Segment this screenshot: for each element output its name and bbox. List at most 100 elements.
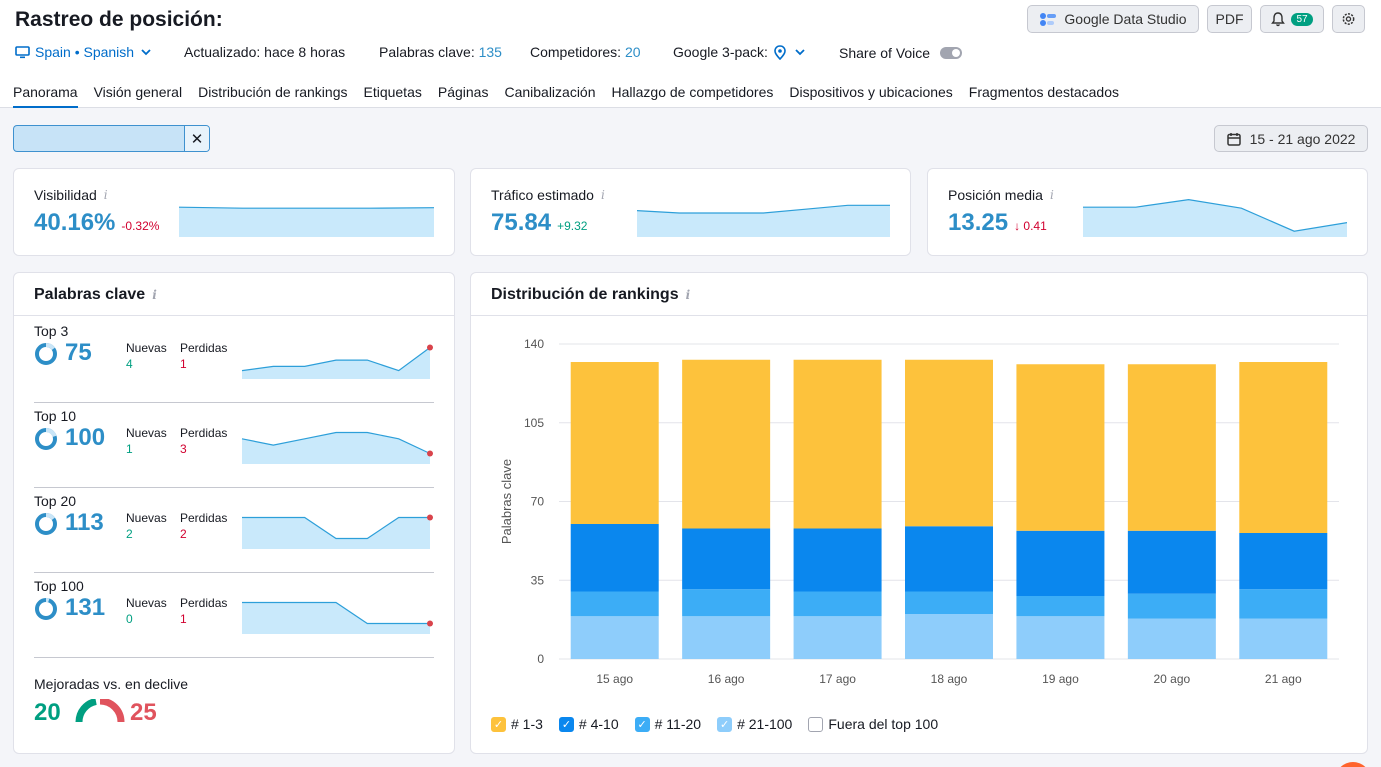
info-icon[interactable]: i — [600, 188, 605, 202]
legend-item[interactable]: ✓ # 11-20 — [634, 716, 702, 732]
info-icon[interactable]: i — [103, 188, 108, 202]
legend-item[interactable]: ✓ # 1-3 — [491, 716, 543, 732]
competitors-count[interactable]: Competidores: 20 — [530, 44, 641, 60]
keyword-group-value[interactable]: 75 — [65, 339, 92, 366]
keywords-count[interactable]: Palabras clave: 135 — [379, 44, 502, 60]
bar-segment[interactable] — [1016, 616, 1105, 659]
competitors-count-value: 20 — [624, 44, 641, 60]
kpi-label-text: Tráfico estimado — [491, 187, 594, 203]
share-of-voice-toggle[interactable]: Share of Voice — [839, 45, 963, 61]
lost-value[interactable]: 3 — [180, 442, 187, 456]
info-icon[interactable]: i — [1049, 188, 1054, 202]
top-header: Rastreo de posición: Google Data Studio … — [0, 0, 1381, 108]
bar-segment[interactable] — [570, 591, 659, 617]
close-icon[interactable]: ✕ — [184, 126, 209, 151]
kpi-visibility-card: Visibilidad i 40.16% -0.32% — [13, 168, 455, 256]
x-tick-label: 19 ago — [1042, 672, 1079, 686]
pdf-button[interactable]: PDF — [1207, 5, 1252, 33]
bar-segment[interactable] — [1239, 533, 1328, 590]
row-divider — [34, 657, 434, 658]
new-label: Nuevas — [126, 511, 167, 525]
bar-segment[interactable] — [682, 589, 771, 617]
bar-segment[interactable] — [1127, 364, 1216, 531]
checkbox-checked-icon[interactable]: ✓ — [558, 716, 574, 732]
bar-segment[interactable] — [570, 524, 659, 592]
legend-label: # 11-20 — [654, 716, 702, 732]
checkbox-checked-icon[interactable]: ✓ — [717, 716, 733, 732]
tab-0[interactable]: Panorama — [13, 84, 78, 108]
lost-label: Perdidas — [180, 341, 228, 355]
sparkline-last-point — [427, 344, 433, 351]
bar-segment[interactable] — [682, 616, 771, 659]
support-chat-button[interactable] — [1335, 762, 1371, 767]
legend-item[interactable]: ✓ # 21-100 — [717, 716, 792, 732]
bar-segment[interactable] — [1239, 362, 1328, 533]
checkbox-checked-icon[interactable]: ✓ — [634, 716, 650, 732]
tab-6[interactable]: Hallazgo de competidores — [611, 84, 774, 100]
tab-5[interactable]: Canibalización — [504, 84, 596, 100]
google-3-pack-selector[interactable]: Google 3-pack: — [673, 44, 806, 60]
keyword-sparkline — [241, 431, 433, 464]
google-data-studio-button[interactable]: Google Data Studio — [1027, 5, 1199, 33]
new-value[interactable]: 4 — [126, 357, 133, 371]
bar-segment[interactable] — [1127, 618, 1216, 660]
toggle-switch[interactable] — [940, 47, 963, 59]
sparkline-line — [637, 204, 890, 214]
sparkline-line — [242, 601, 430, 625]
bar-segment[interactable] — [1016, 364, 1105, 531]
bar-segment[interactable] — [682, 359, 771, 529]
bar-segment[interactable] — [1127, 530, 1216, 594]
keyword-group-value[interactable]: 113 — [65, 509, 104, 536]
tab-7[interactable]: Dispositivos y ubicaciones — [789, 84, 953, 100]
tab-1[interactable]: Visión general — [93, 84, 183, 100]
bar-segment[interactable] — [905, 359, 993, 527]
new-value[interactable]: 1 — [126, 442, 133, 456]
kpi-value: 13.25 ↓ 0.41 — [948, 209, 1047, 237]
legend-item[interactable]: Fuera del top 100 — [808, 716, 938, 732]
checkbox-checked-icon[interactable]: ✓ — [491, 716, 506, 732]
bar-segment[interactable] — [1127, 593, 1216, 619]
lost-value[interactable]: 2 — [180, 527, 187, 541]
bar-segment[interactable] — [905, 591, 993, 615]
bar-segment[interactable] — [570, 362, 659, 524]
tab-8[interactable]: Fragmentos destacados — [968, 84, 1119, 100]
bar-segment[interactable] — [793, 528, 882, 592]
keyword-group-value[interactable]: 131 — [65, 594, 106, 621]
bar-segment[interactable] — [682, 528, 771, 590]
checkbox-empty-icon[interactable] — [808, 716, 824, 732]
settings-button[interactable] — [1332, 5, 1365, 33]
google-3-pack-label: Google 3-pack: — [673, 44, 768, 60]
bar-segment[interactable] — [1016, 530, 1105, 596]
bar-segment[interactable] — [570, 616, 659, 659]
filter-chip[interactable]: ✕ — [13, 125, 210, 152]
legend-label: # 4-10 — [578, 716, 619, 732]
keywords-count-label: Palabras clave: — [379, 44, 475, 60]
tab-3[interactable]: Etiquetas — [363, 84, 422, 100]
location-selector[interactable]: Spain • Spanish — [15, 44, 152, 60]
new-value[interactable]: 0 — [126, 612, 133, 626]
info-icon[interactable]: i — [685, 288, 691, 302]
bar-segment[interactable] — [793, 359, 882, 529]
new-value[interactable]: 2 — [126, 527, 133, 541]
sparkline-area — [242, 432, 430, 464]
keyword-group-value[interactable]: 100 — [65, 424, 106, 451]
ranking-distribution-card: Distribución de rankings i 0 35 70 105 140 Pal… — [470, 272, 1368, 754]
tab-4[interactable]: Páginas — [437, 84, 489, 100]
legend-item[interactable]: ✓ # 4-10 — [558, 716, 619, 732]
info-icon[interactable]: i — [152, 288, 157, 302]
bar-segment[interactable] — [1239, 618, 1328, 660]
lost-value[interactable]: 1 — [180, 612, 187, 626]
sparkline-line — [179, 206, 434, 209]
bar-segment[interactable] — [793, 591, 882, 617]
keyword-group-label: Top 100 — [34, 578, 84, 594]
bar-segment[interactable] — [1239, 589, 1328, 619]
map-pin-icon — [774, 44, 786, 60]
date-range-button[interactable]: 15 - 21 ago 2022 — [1214, 125, 1368, 152]
lost-value[interactable]: 1 — [180, 357, 187, 371]
bar-segment[interactable] — [793, 616, 882, 659]
notifications-button[interactable]: 57 — [1260, 5, 1324, 33]
bar-segment[interactable] — [1016, 596, 1105, 617]
bar-segment[interactable] — [905, 526, 993, 592]
bar-segment[interactable] — [905, 614, 993, 659]
tab-2[interactable]: Distribución de rankings — [198, 84, 348, 100]
